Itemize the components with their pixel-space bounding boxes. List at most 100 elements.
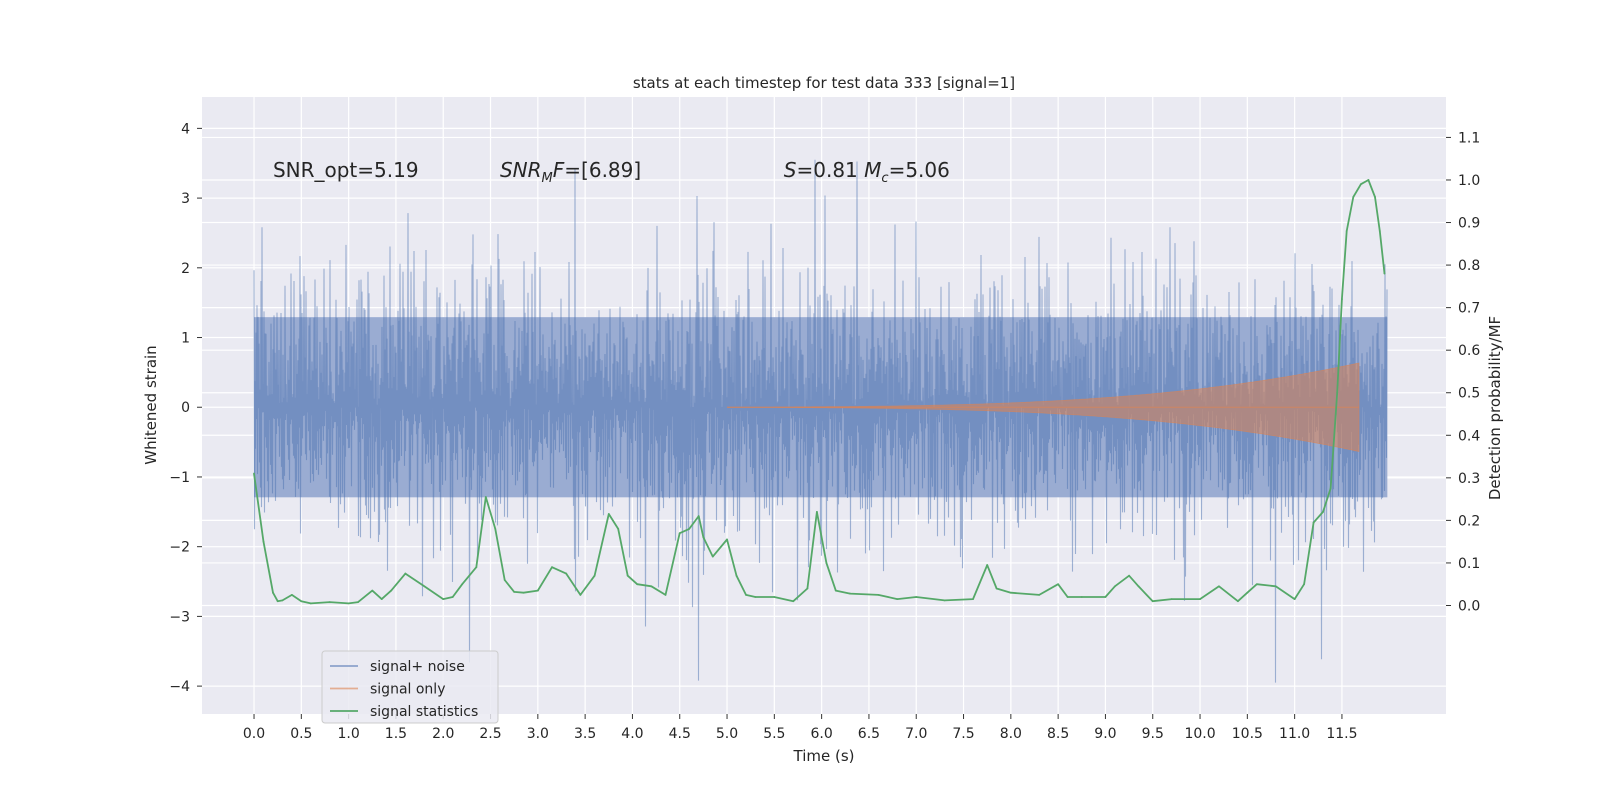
x-tick-label: 1.5 bbox=[385, 726, 407, 742]
x-tick-label: 2.0 bbox=[432, 726, 454, 742]
signal-statistics-point bbox=[792, 600, 795, 603]
signal-statistics-point bbox=[290, 593, 293, 596]
signal-statistics-point bbox=[281, 599, 284, 602]
signal-statistics-point bbox=[1057, 583, 1060, 586]
signal-statistics-point bbox=[503, 579, 506, 581]
signal-statistics-point bbox=[371, 589, 374, 592]
x-tick-label: 8.5 bbox=[1047, 726, 1069, 742]
signal-statistics-point bbox=[1303, 583, 1305, 586]
signal-statistics-point bbox=[915, 596, 918, 598]
signal-statistics-point bbox=[1104, 596, 1107, 598]
signal-statistics-point bbox=[1066, 596, 1069, 598]
plot-area bbox=[253, 159, 1388, 683]
signal-statistics-point bbox=[688, 528, 691, 530]
y2-tick-label: 0.3 bbox=[1458, 471, 1480, 487]
signal-statistics-point bbox=[1113, 585, 1116, 588]
signal-statistics-point bbox=[1352, 196, 1355, 198]
y-tick-label: 3 bbox=[181, 191, 190, 207]
signal-statistics-point bbox=[896, 598, 899, 601]
signal-statistics-point bbox=[484, 496, 487, 498]
signal-statistics-point bbox=[494, 528, 497, 530]
x-tick-label: 8.0 bbox=[1000, 726, 1022, 742]
x-tick-label: 3.5 bbox=[574, 726, 596, 742]
signal-statistics-point bbox=[702, 536, 705, 539]
signal-statistics-point bbox=[357, 601, 359, 603]
signal-statistics-point bbox=[806, 587, 809, 590]
signal-statistics-point bbox=[1378, 230, 1381, 232]
axes: 0.0 0.5 1.0 1.5 2.0 2.5 3.0 3.5 4.0 4.5 5.0 5.5 6.0 6… bbox=[169, 121, 1480, 742]
legend-frame bbox=[321, 650, 499, 724]
signal-statistics-point bbox=[404, 572, 407, 575]
annotation-2: SNRMF=[6.89] bbox=[500, 158, 641, 186]
signal-statistics-point bbox=[877, 593, 880, 596]
annotation-3: S=0.81 Mc=5.06 bbox=[784, 158, 950, 186]
signal-statistics-point bbox=[1009, 591, 1012, 594]
y2-tick-label: 0.9 bbox=[1458, 216, 1480, 232]
y-tick-label: −2 bbox=[169, 540, 190, 556]
x-tick-label: 7.0 bbox=[905, 726, 927, 742]
signal-statistics-point bbox=[475, 566, 478, 569]
signal-statistics-point bbox=[773, 596, 776, 598]
signal-statistics-point bbox=[309, 602, 312, 605]
signal-statistics-point bbox=[300, 600, 303, 603]
signal-statistics-point bbox=[1359, 183, 1362, 186]
signal-statistics-point bbox=[626, 574, 629, 577]
y-tick-label: 4 bbox=[181, 121, 190, 137]
x-tick-label: 4.5 bbox=[669, 726, 691, 742]
x-tick-label: 6.0 bbox=[811, 726, 833, 742]
signal-statistics-point bbox=[1329, 487, 1332, 490]
y-tick-label: 2 bbox=[181, 261, 190, 277]
y-tick-label: 0 bbox=[181, 400, 190, 416]
signal-statistics-point bbox=[1236, 600, 1239, 603]
x-tick-label: 7.5 bbox=[952, 726, 974, 742]
signal-statistics-point bbox=[1322, 510, 1324, 513]
y-tick-label: −1 bbox=[169, 470, 190, 486]
signal-statistics-point bbox=[1312, 521, 1315, 524]
signal-statistics-point bbox=[735, 574, 738, 577]
signal-statistics-point bbox=[697, 515, 700, 518]
signal-statistics-point bbox=[1137, 585, 1140, 588]
annotations: SNR_opt=5.19 SNRMF=[6.89] S=0.81 Mc=5.06 bbox=[273, 158, 950, 186]
legend-entry: signal+ noise bbox=[370, 659, 465, 675]
legend-entry: signal only bbox=[370, 682, 445, 698]
signal-statistics-point bbox=[565, 572, 568, 575]
signal-statistics-point bbox=[1367, 179, 1370, 181]
signal-statistics-point bbox=[1128, 574, 1130, 577]
x-tick-label: 11.5 bbox=[1326, 726, 1357, 742]
signal-statistics-point bbox=[972, 598, 974, 601]
y2-tick-label: 0.4 bbox=[1458, 428, 1480, 444]
signal-statistics-point bbox=[423, 585, 426, 588]
signal-statistics-point bbox=[816, 510, 818, 513]
signal-statistics-point bbox=[1218, 585, 1220, 588]
signal-statistics-point bbox=[1345, 230, 1348, 232]
y2-tick-label: 0.7 bbox=[1458, 301, 1480, 317]
x-tick-label: 6.5 bbox=[858, 726, 880, 742]
chart-title: stats at each timestep for test data 333… bbox=[633, 74, 1015, 92]
signal-statistics-point bbox=[664, 593, 667, 596]
signal-statistics-point bbox=[849, 592, 851, 595]
signal-statistics-point bbox=[1255, 583, 1258, 586]
signal-statistics-point bbox=[1151, 600, 1154, 603]
signal-statistics-point bbox=[834, 589, 837, 592]
series-signal-statistics bbox=[253, 179, 1386, 605]
y2-tick-label: 0.1 bbox=[1458, 556, 1480, 572]
signal-statistics-point bbox=[262, 540, 265, 543]
y2-tick-label: 1.0 bbox=[1458, 173, 1480, 189]
y2-tick-label: 0.0 bbox=[1458, 598, 1480, 614]
y2-axis-label: Detection probability/MF bbox=[1486, 316, 1504, 500]
signal-statistics-point bbox=[579, 593, 582, 596]
annotation-1: SNR_opt=5.19 bbox=[273, 158, 419, 182]
signal-statistics-point bbox=[825, 562, 828, 564]
signal-statistics-point bbox=[995, 587, 998, 590]
signal-statistics-point bbox=[276, 600, 279, 603]
signal-statistics-point bbox=[650, 585, 653, 588]
y2-tick-label: 0.8 bbox=[1458, 258, 1480, 274]
signal-statistics-point bbox=[253, 472, 255, 475]
signal-statistics-point bbox=[1336, 391, 1339, 394]
signal-statistics-point bbox=[754, 596, 757, 598]
signal-statistics-point bbox=[1170, 598, 1173, 601]
signal-statistics-point bbox=[272, 591, 274, 594]
signal-statistics-point bbox=[522, 591, 525, 594]
signal-statistics-point bbox=[1038, 593, 1041, 596]
signal-statistics-point bbox=[711, 555, 714, 558]
